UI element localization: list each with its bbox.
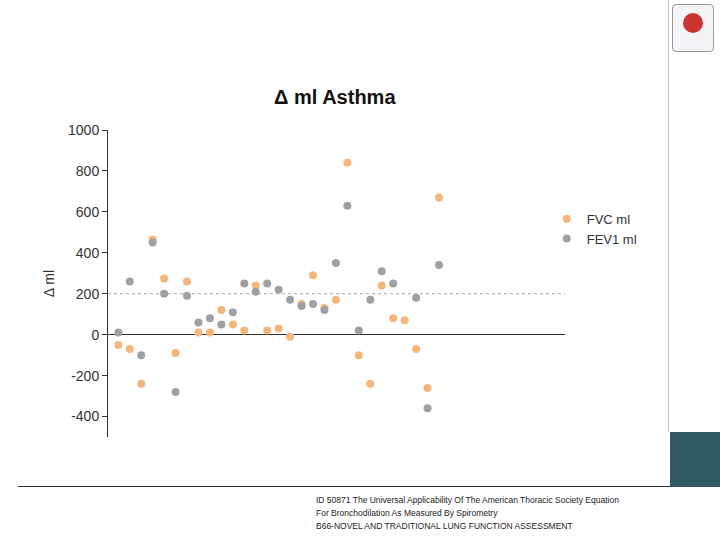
svg-text:600: 600 [76, 204, 100, 220]
svg-text:0: 0 [91, 327, 99, 343]
svg-text:200: 200 [76, 286, 100, 302]
html-text:ID 50871 The Universal Applica: ID 50871 The Universal Applicability Of … [316, 495, 619, 505]
svg-text:800: 800 [76, 163, 100, 179]
svg-text:-200: -200 [71, 368, 99, 384]
svg-text:1000: 1000 [68, 122, 99, 138]
svg-text:-400: -400 [71, 408, 99, 424]
svg-text:FEV1 ml: FEV1 ml [587, 232, 637, 247]
svg-text:FVC ml: FVC ml [587, 212, 630, 227]
svg-text:Δ ml Asthma: Δ ml Asthma [274, 86, 396, 108]
svg-text:Δ ml: Δ ml [41, 270, 57, 297]
html-text:For Bronchodilation As Measure: For Bronchodilation As Measured By Spiro… [316, 508, 498, 518]
html-text:B66-NOVEL AND TRADITIONAL LUNG: B66-NOVEL AND TRADITIONAL LUNG FUNCTION … [316, 521, 573, 531]
svg-text:400: 400 [76, 245, 100, 261]
